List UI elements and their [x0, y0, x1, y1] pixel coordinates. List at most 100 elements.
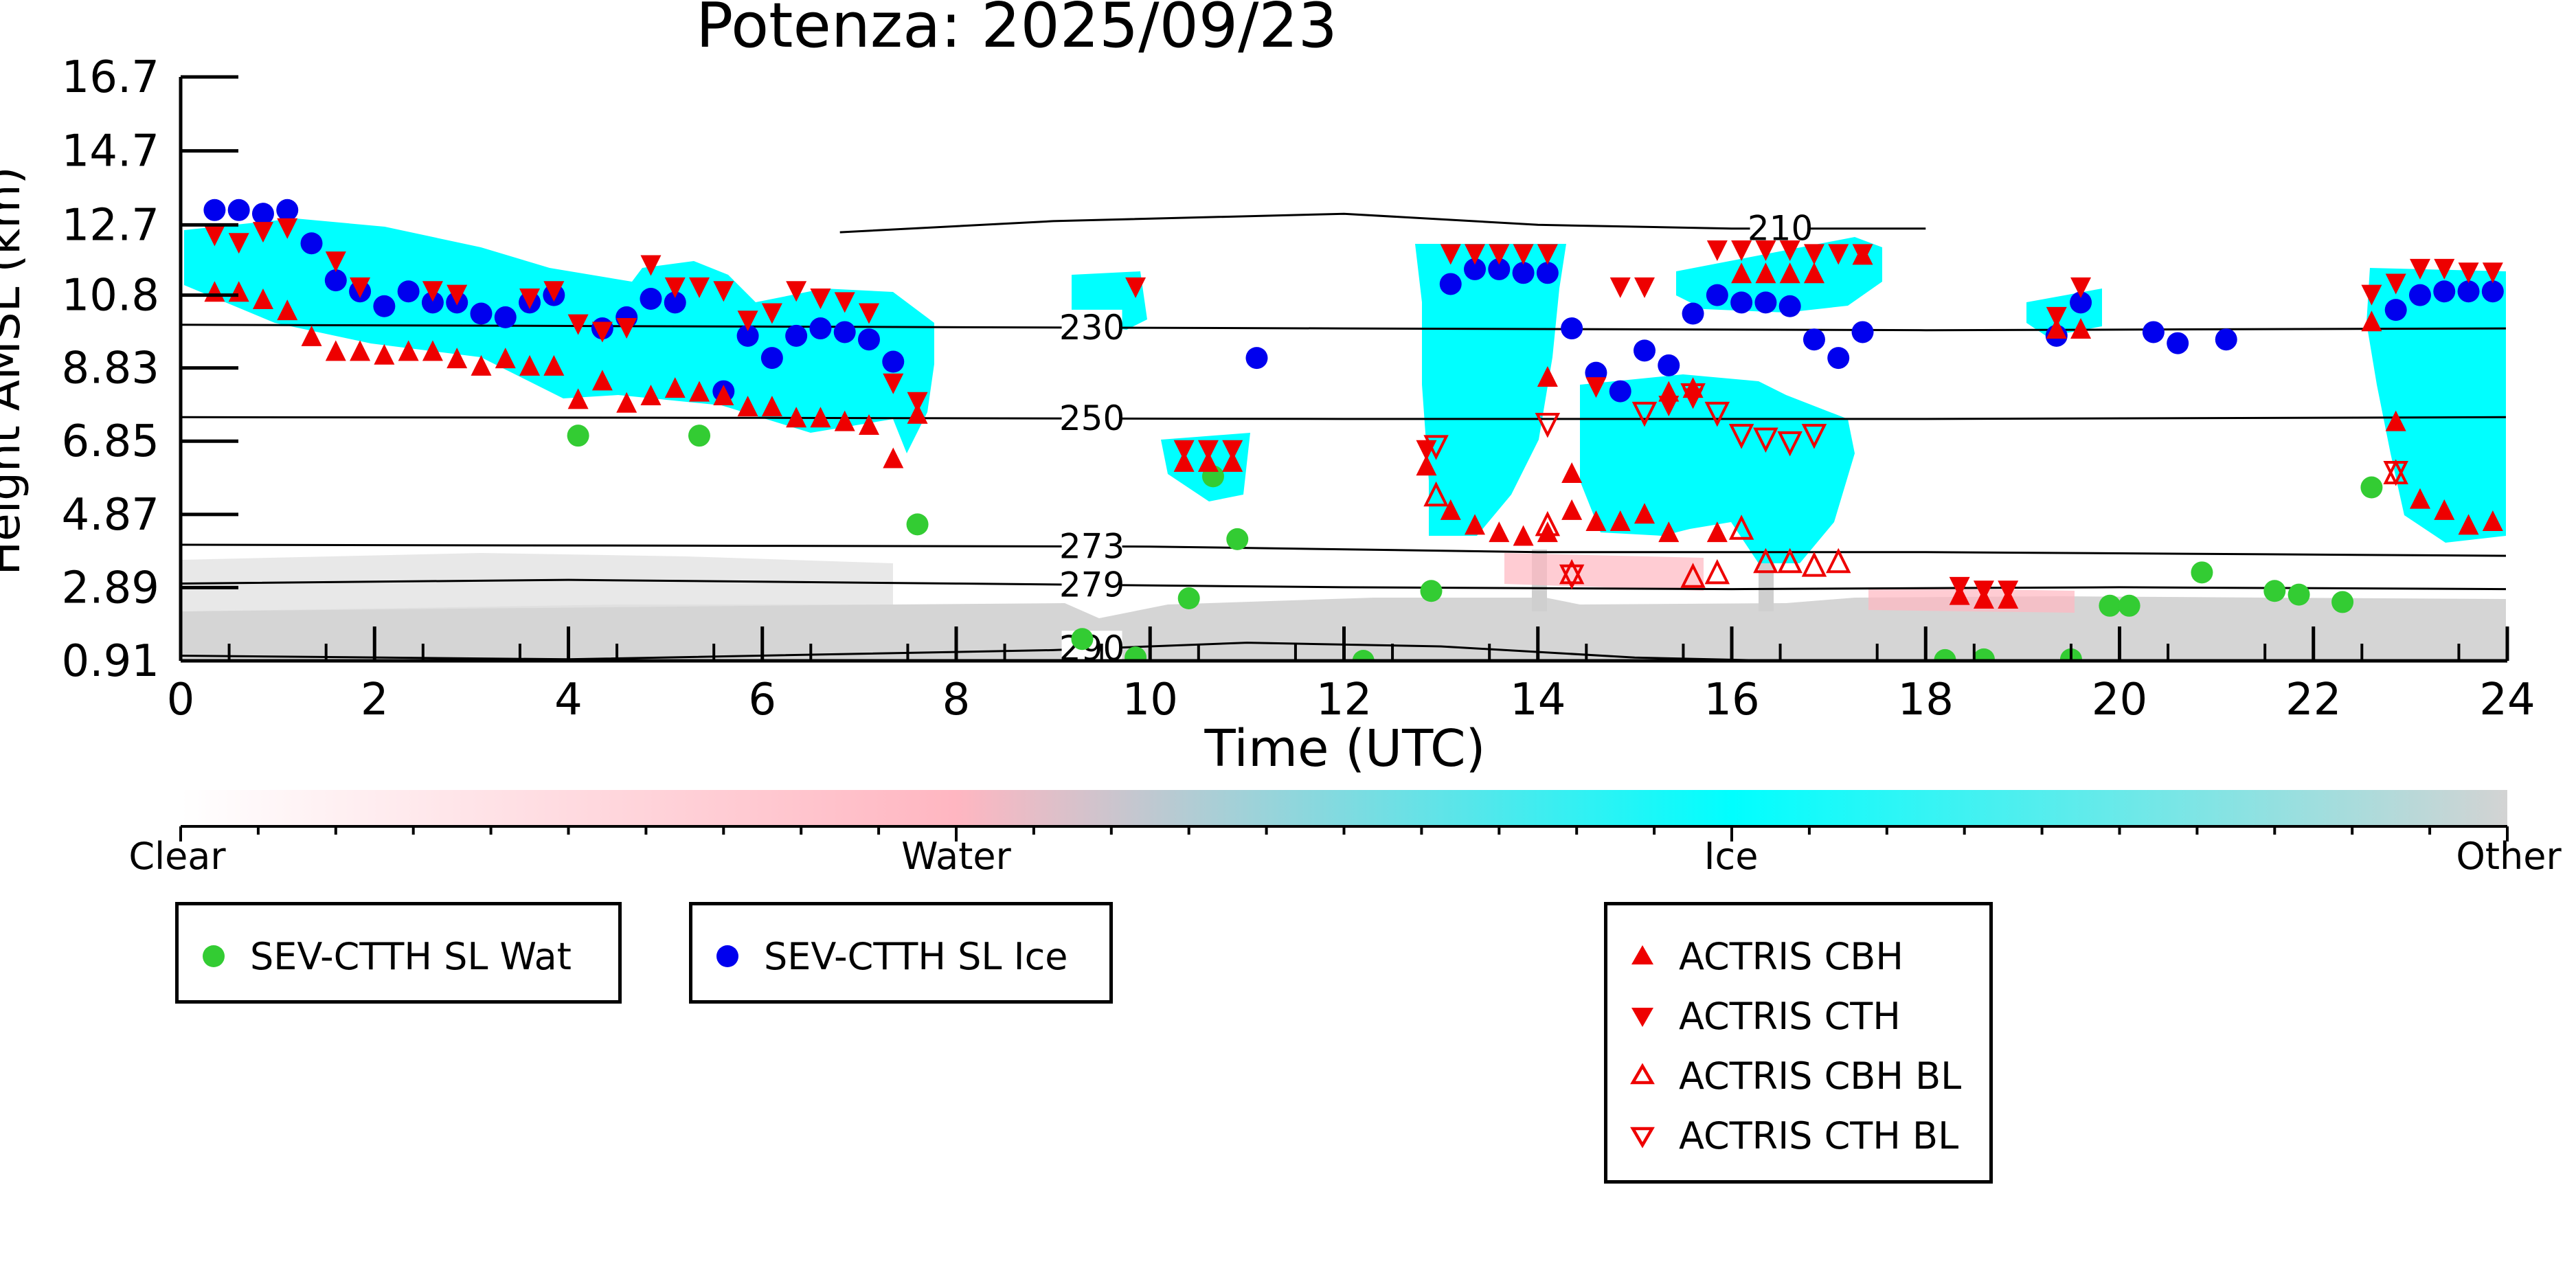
legend-item: ACTRIS CTH BL	[1625, 1115, 1958, 1156]
y-tick-label: 4.87	[62, 490, 160, 541]
chart-title: Potenza: 2025/09/23	[696, 0, 1337, 62]
triangle-down-open-icon	[1625, 1118, 1660, 1153]
data-point	[228, 199, 250, 221]
data-point	[883, 447, 903, 468]
data-point	[1803, 328, 1825, 350]
data-point	[785, 325, 807, 347]
legend-item: SEV-CTTH SL Ice	[710, 936, 1068, 977]
x-tick-label: 10	[1122, 675, 1178, 725]
data-point	[203, 199, 225, 221]
data-point	[325, 269, 347, 291]
legend-item: ACTRIS CTH	[1625, 995, 1901, 1037]
legend-label: ACTRIS CBH	[1679, 935, 1903, 978]
y-tick-label: 16.7	[62, 52, 160, 103]
x-tick-label: 24	[2479, 675, 2535, 725]
data-point	[2385, 299, 2407, 321]
data-point	[1609, 381, 1631, 403]
data-point	[470, 303, 492, 325]
data-point	[1125, 646, 1146, 668]
data-point	[350, 340, 370, 361]
data-point	[1804, 555, 1824, 576]
data-point	[2119, 595, 2140, 617]
data-point	[1634, 278, 1655, 298]
x-tick-label: 4	[554, 675, 583, 725]
y-tick-label: 2.89	[62, 563, 160, 613]
data-point	[1537, 521, 1558, 542]
x-tick-label: 16	[1704, 675, 1759, 725]
data-point	[1706, 284, 1728, 306]
data-point	[1658, 354, 1680, 376]
x-tick-label: 12	[1316, 675, 1372, 725]
data-point	[373, 295, 395, 317]
data-point	[326, 340, 346, 361]
data-point	[374, 344, 394, 365]
data-point	[834, 321, 856, 343]
y-tick-label: 6.85	[62, 416, 160, 467]
legend-sev-water: SEV-CTTH SL Wat	[175, 902, 622, 1004]
data-point	[1421, 580, 1443, 602]
colorbar-ticks	[181, 826, 2507, 841]
data-point	[1610, 278, 1631, 298]
data-point	[1561, 462, 1582, 483]
data-point	[1561, 499, 1582, 520]
data-point	[276, 199, 298, 221]
data-point	[1513, 526, 1534, 546]
legend-label: ACTRIS CBH BL	[1679, 1054, 1961, 1098]
triangle-up-open-icon	[1625, 1059, 1660, 1093]
data-point	[640, 288, 662, 310]
y-tick-label: 0.91	[62, 636, 160, 687]
data-point	[1754, 291, 1776, 313]
data-point	[2143, 321, 2165, 343]
legend-item: ACTRIS CBH BL	[1625, 1055, 1961, 1096]
y-axis-label: Height AMSL (km)	[0, 167, 30, 576]
data-point	[1440, 273, 1462, 295]
data-point	[761, 347, 783, 369]
data-point	[2099, 595, 2121, 617]
data-point	[2331, 591, 2353, 613]
legend-label: ACTRIS CTH BL	[1679, 1114, 1958, 1157]
data-point	[2288, 584, 2310, 606]
contour-label: 273	[1059, 526, 1125, 566]
data-point	[809, 317, 831, 339]
legend-actris: ACTRIS CBH ACTRIS CTH ACTRIS CBH BL ACTR…	[1604, 902, 1993, 1184]
data-point	[2482, 280, 2504, 302]
data-point	[1707, 240, 1728, 261]
x-tick-label: 20	[2092, 675, 2147, 725]
ice-cloud	[1415, 244, 1566, 536]
data-point	[2360, 477, 2382, 499]
data-point	[1245, 347, 1267, 369]
cloud-classification-curtain	[181, 218, 2506, 661]
legend-label: SEV-CTTH SL Ice	[764, 935, 1068, 978]
triangle-down-filled-icon	[1625, 999, 1660, 1033]
data-point	[882, 351, 904, 373]
x-tick-label: 6	[748, 675, 776, 725]
x-tick-label: 22	[2285, 675, 2341, 725]
legend-item: SEV-CTTH SL Wat	[196, 936, 572, 977]
data-point	[1489, 521, 1509, 542]
data-point	[1707, 562, 1728, 583]
data-point	[2215, 328, 2237, 350]
water-patch	[1868, 587, 2075, 613]
data-point	[1178, 587, 1200, 609]
data-point	[1071, 628, 1093, 650]
data-point	[2191, 561, 2213, 583]
data-point	[301, 232, 323, 254]
legend-sev-ice: SEV-CTTH SL Ice	[689, 902, 1113, 1004]
data-point	[1226, 528, 1248, 550]
data-point	[1828, 551, 1849, 572]
y-tick-label: 14.7	[62, 126, 160, 177]
data-point	[1537, 262, 1559, 284]
data-point	[398, 280, 420, 302]
triangle-up-filled-icon	[1625, 939, 1660, 973]
data-point	[2167, 332, 2189, 354]
y-tick-label: 12.7	[62, 200, 160, 251]
data-point	[2409, 284, 2431, 306]
contour-label: 230	[1059, 308, 1125, 348]
data-point	[2433, 280, 2455, 302]
data-point	[1779, 295, 1801, 317]
data-point	[688, 425, 710, 447]
legend-item: ACTRIS CBH	[1625, 936, 1903, 977]
y-tick-label: 10.8	[62, 271, 160, 321]
data-point	[1852, 321, 1874, 343]
data-point	[2458, 280, 2480, 302]
